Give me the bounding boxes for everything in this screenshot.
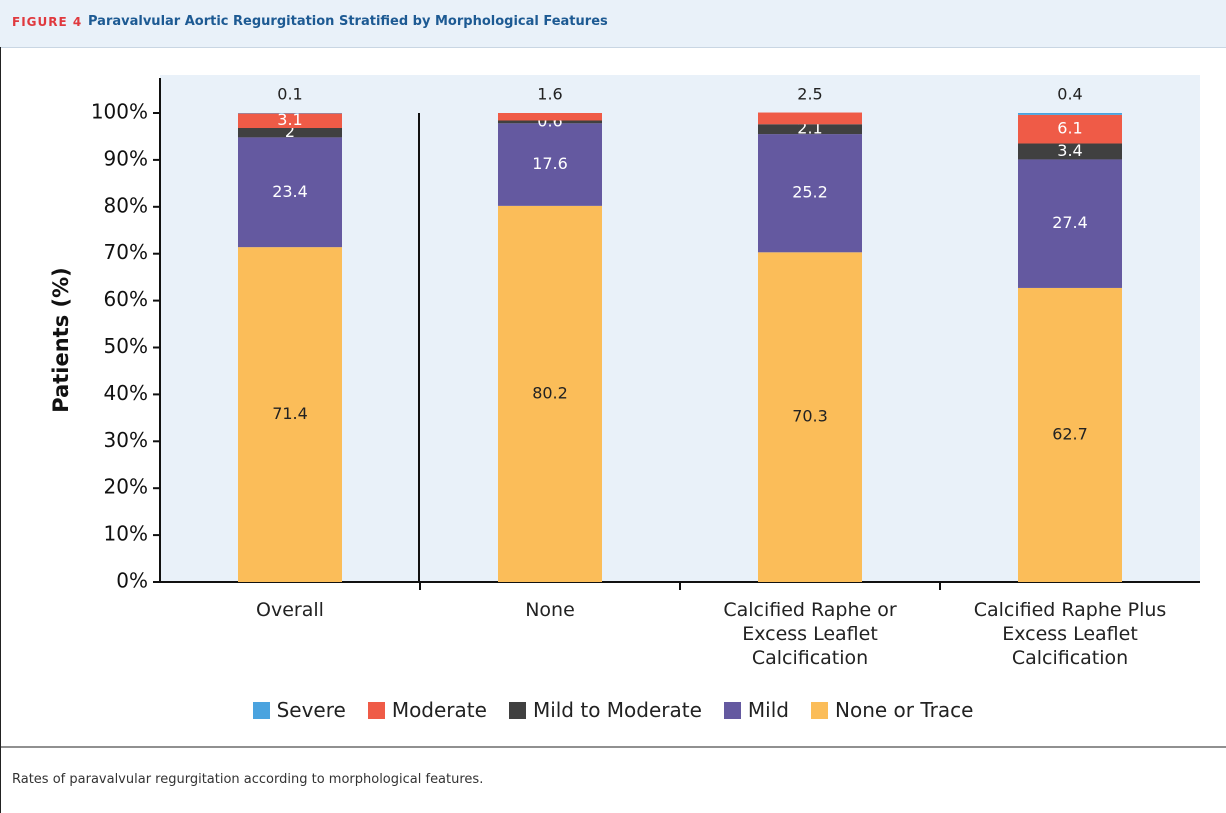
bar-segment xyxy=(238,113,342,129)
data-label: 70.3 xyxy=(792,407,828,426)
bar-segment xyxy=(498,113,602,121)
y-tick-label: 100% xyxy=(91,100,148,124)
data-label: 25.2 xyxy=(792,183,828,202)
legend-swatch xyxy=(367,701,385,719)
data-label: 27.4 xyxy=(1052,213,1088,232)
figure-label: FIGURE 4 xyxy=(12,15,83,29)
caption: Rates of paravalvular regurgitation acco… xyxy=(12,772,484,787)
y-tick-label: 60% xyxy=(104,287,148,311)
x-tick-label: None xyxy=(525,599,575,621)
bar-segment xyxy=(1018,159,1122,288)
legend-swatch xyxy=(508,701,526,719)
bar-segment xyxy=(238,137,342,248)
legend: Severe Moderate Mild to Moderate Mild None o… xyxy=(0,698,1226,722)
legend-item: Mild xyxy=(723,698,789,722)
data-label: 0.1 xyxy=(277,85,302,104)
y-tick-label: 10% xyxy=(104,522,148,546)
legend-label: Mild to Moderate xyxy=(532,698,702,722)
x-tick-label: Overall xyxy=(256,599,324,621)
legend-swatch xyxy=(252,701,270,719)
data-label: 62.7 xyxy=(1052,424,1088,443)
y-tick-label: 90% xyxy=(104,146,148,170)
bar-segment xyxy=(1018,287,1122,582)
bar-segment xyxy=(498,123,602,206)
figure-header: FIGURE 4 Paravalvular Aortic Regurgitati… xyxy=(0,0,1226,48)
bar-segment xyxy=(1018,113,1122,115)
bar-segment xyxy=(238,128,342,138)
y-tick-label: 40% xyxy=(104,381,148,405)
bar-segment xyxy=(238,247,342,582)
data-label: 2 xyxy=(285,122,295,141)
y-tick-label: 30% xyxy=(104,428,148,452)
bar-segment xyxy=(1018,143,1122,160)
figure-title: Paravalvular Aortic Regurgitation Strati… xyxy=(88,14,608,29)
bar-segment xyxy=(758,252,862,582)
legend-label: Moderate xyxy=(391,698,487,722)
bar-segment xyxy=(498,205,602,582)
data-label: 23.4 xyxy=(272,182,308,201)
y-tick-label: 80% xyxy=(104,193,148,217)
y-tick-label: 50% xyxy=(104,334,148,358)
bar-segment xyxy=(758,134,862,253)
legend-item: Moderate xyxy=(367,698,487,722)
data-label: 1.6 xyxy=(537,85,562,104)
x-tick-label: Calcified Raphe or Excess Leaflet Calcif… xyxy=(723,599,897,669)
legend-label: None or Trace xyxy=(835,698,974,722)
data-label: 71.4 xyxy=(272,404,308,423)
data-label: 80.2 xyxy=(532,383,568,402)
legend-swatch xyxy=(811,701,828,719)
legend-item: Mild to Moderate xyxy=(508,698,702,722)
legend-item: None or Trace xyxy=(811,698,973,722)
legend-item: Severe xyxy=(252,698,346,722)
data-label: 2.5 xyxy=(797,85,822,104)
legend-label: Mild xyxy=(747,698,789,722)
data-label: 3.1 xyxy=(277,110,302,129)
y-tick-label: 0% xyxy=(116,569,148,593)
legend-label: Severe xyxy=(276,698,346,722)
y-tick-label: 70% xyxy=(104,240,148,264)
bar-segment xyxy=(1018,114,1122,144)
bar-segment xyxy=(758,112,862,125)
data-label: 17.6 xyxy=(532,154,568,173)
bar-segment xyxy=(498,120,602,124)
legend-swatch xyxy=(723,701,741,719)
data-label: 0.4 xyxy=(1057,85,1082,104)
x-tick-label: Calcified Raphe Plus Excess Leaflet Calc… xyxy=(973,599,1167,669)
y-axis-label: Patients (%) xyxy=(49,267,73,413)
bar-segment xyxy=(758,124,862,135)
y-tick-label: 20% xyxy=(104,475,148,499)
data-label: 6.1 xyxy=(1057,119,1082,138)
data-label: 3.4 xyxy=(1057,141,1082,160)
